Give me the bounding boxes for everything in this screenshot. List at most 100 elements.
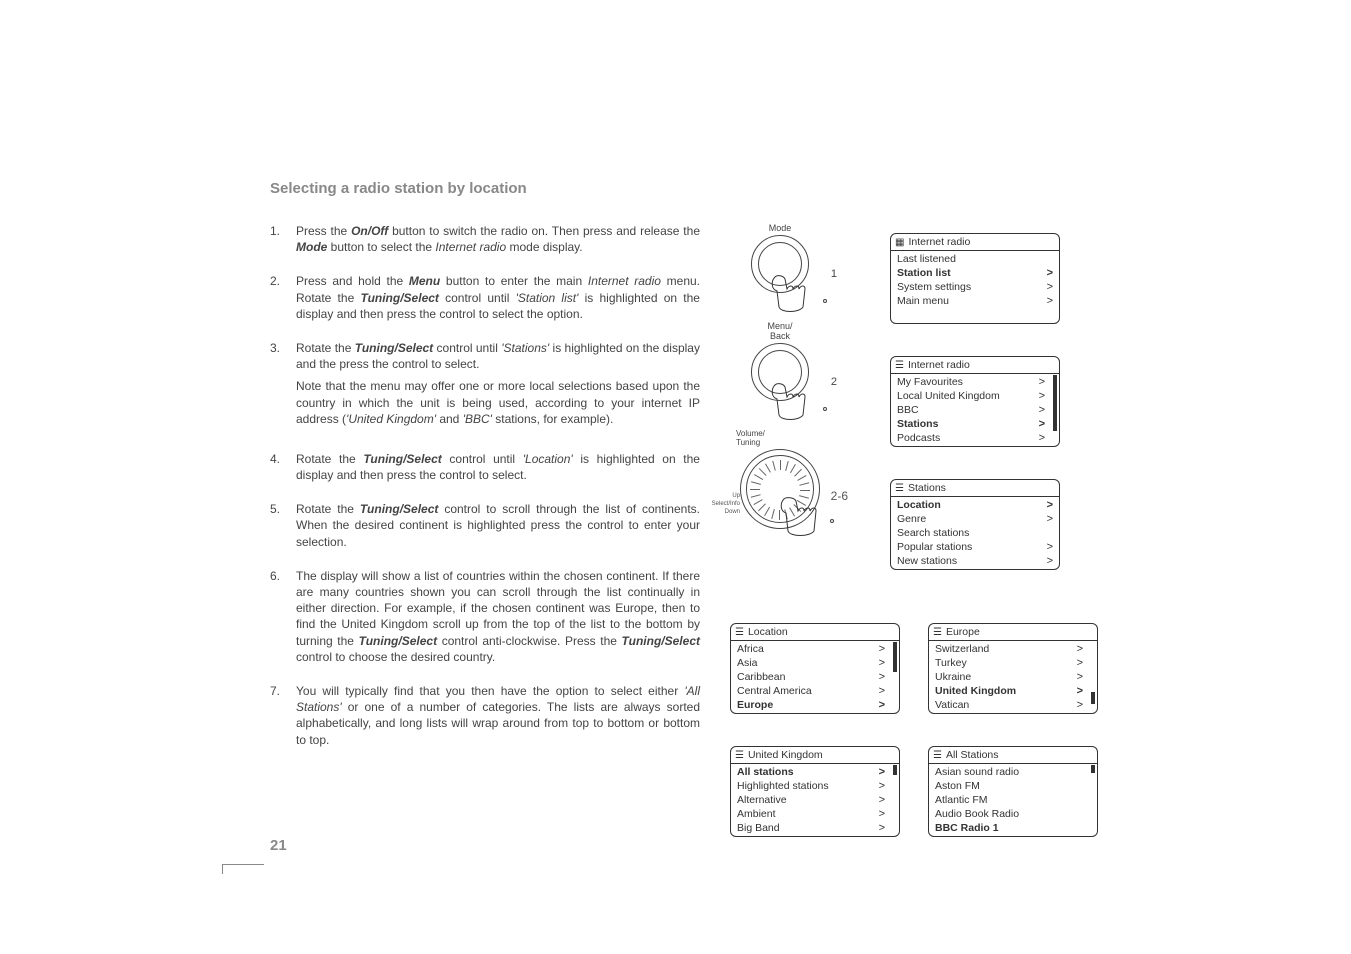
chevron-right-icon: >: [1047, 295, 1053, 307]
menu-row: Vatican>: [929, 698, 1089, 712]
menu-row-label: BBC: [897, 404, 919, 416]
menu-row: Stations >: [891, 417, 1051, 431]
step-text: Rotate the Tuning/Select control until '…: [296, 451, 700, 483]
instructions-column: 1.Press the On/Off button to switch the …: [270, 223, 700, 766]
scrollbar-thumb: [893, 642, 897, 672]
step-number: 1.: [270, 223, 296, 255]
menu-row-label: Europe: [737, 699, 773, 711]
menu-row-label: Caribbean: [737, 671, 785, 683]
step-number: 2.: [270, 273, 296, 322]
menu-row: Popular stations >: [891, 540, 1059, 554]
menu-row-label: Main menu: [897, 295, 949, 307]
chevron-right-icon: >: [1077, 643, 1083, 655]
menu-row-label: United Kingdom: [935, 685, 1016, 697]
menu-row-label: Central America: [737, 685, 812, 697]
chevron-right-icon: >: [879, 657, 885, 669]
hand-icon: [769, 275, 813, 315]
chevron-right-icon: >: [1047, 513, 1053, 525]
screen-title: Europe: [946, 626, 980, 638]
step-text: The display will show a list of countrie…: [296, 568, 700, 665]
menu-row-label: Last listened: [897, 253, 956, 265]
menu-row: Genre >: [891, 512, 1059, 526]
step-number: 6.: [270, 568, 296, 665]
menu-row-label: Stations: [897, 418, 938, 430]
radio-icon: ☰: [895, 483, 904, 494]
chevron-right-icon: >: [879, 671, 885, 683]
step-number: 4.: [270, 451, 296, 483]
hand-icon: [769, 383, 813, 423]
menu-row: Asia>: [731, 656, 891, 670]
menu-row-label: Aston FM: [935, 780, 980, 792]
menu-row: Local United Kingdom>: [891, 389, 1051, 403]
menu-row: Turkey>: [929, 656, 1089, 670]
instruction-step: 1.Press the On/Off button to switch the …: [270, 223, 700, 255]
menu-row-label: Location: [897, 499, 941, 511]
menu-row: Atlantic FM: [929, 793, 1089, 807]
menu-row-label: Vatican: [935, 699, 969, 711]
menu-row: Search stations: [891, 526, 1059, 540]
chevron-right-icon: >: [1047, 541, 1053, 553]
chevron-right-icon: >: [1077, 657, 1083, 669]
screen-header: ☰ Stations: [891, 480, 1059, 497]
menu-row: Ukraine>: [929, 670, 1089, 684]
menu-row: Africa>: [731, 642, 891, 656]
menu-row-label: Station list: [897, 267, 951, 279]
screen-title: United Kingdom: [748, 749, 823, 761]
radio-icon: ☰: [895, 360, 904, 371]
hand-icon: [776, 497, 824, 541]
menu-row-label: Popular stations: [897, 541, 972, 553]
chevron-right-icon: >: [1047, 499, 1053, 511]
chevron-right-icon: >: [879, 685, 885, 697]
menu-row-label: Alternative: [737, 794, 787, 806]
menu-row: Big Band>: [731, 821, 891, 835]
menu-row: Caribbean >: [731, 670, 891, 684]
radio-icon: ☰: [933, 627, 942, 638]
chevron-right-icon: >: [1047, 555, 1053, 567]
chevron-right-icon: >: [1039, 390, 1045, 402]
menu-knob-figure: Menu/ Back 2: [730, 321, 830, 421]
dial-callout: 2-6: [831, 489, 848, 503]
menu-row: United Kingdom>: [929, 684, 1089, 698]
menu-row: [891, 308, 1059, 322]
instruction-step: 5.Rotate the Tuning/Select control to sc…: [270, 501, 700, 550]
chevron-right-icon: >: [879, 808, 885, 820]
chevron-right-icon: >: [1039, 418, 1045, 430]
chevron-right-icon: >: [1039, 404, 1045, 416]
step-number: 7.: [270, 683, 296, 748]
menu-row: New stations>: [891, 554, 1059, 568]
menu-row-label: Podcasts: [897, 432, 940, 444]
screen-all-stations: ☰All Stations Asian sound radio Aston FMAt…: [928, 746, 1098, 837]
screen-body: Africa>Asia>Caribbean > Central America > Eu…: [731, 641, 899, 713]
menu-row: Central America >: [731, 684, 891, 698]
menu-row-label: Asian sound radio: [935, 766, 1019, 778]
scrollbar: [1091, 642, 1095, 709]
chevron-right-icon: >: [879, 780, 885, 792]
menu-row: Location >: [891, 498, 1059, 512]
screen-body: Switzerland>Turkey>Ukraine>United Kingdo…: [929, 641, 1097, 713]
menu-row: My Favourites>: [891, 375, 1051, 389]
screen-header: ☰Internet radio: [891, 357, 1059, 374]
chevron-right-icon: >: [879, 699, 885, 711]
menu-row: Switzerland>: [929, 642, 1089, 656]
screen-title: Stations: [908, 482, 946, 494]
screen-internet-radio-main: ▦Internet radioLast listenedStation list…: [890, 233, 1060, 324]
menu-knob-label: Menu/ Back: [730, 321, 830, 341]
screen-title: Location: [748, 626, 788, 638]
radio-icon: ☰: [735, 627, 744, 638]
scrollbar-thumb: [893, 765, 897, 775]
step-number: 5.: [270, 501, 296, 550]
crop-mark: [222, 864, 264, 874]
menu-row-label: BBC Radio 1: [935, 822, 999, 834]
instruction-step: 7.You will typically find that you then …: [270, 683, 700, 748]
step-text: Rotate the Tuning/Select control to scro…: [296, 501, 700, 550]
scrollbar: [893, 642, 897, 709]
screen-header: ☰All Stations: [929, 747, 1097, 764]
screen-internet-radio-sub: ☰Internet radioMy Favourites>Local Unite…: [890, 356, 1060, 447]
dial-side-labels: Up Select/Info Down: [700, 493, 740, 515]
menu-row-label: Genre: [897, 513, 926, 525]
dial-top-label: Volume/ Tuning: [736, 429, 830, 447]
menu-row-label: My Favourites: [897, 376, 963, 388]
screen-header: ☰United Kingdom: [731, 747, 899, 764]
screen-header: ☰ Europe: [929, 624, 1097, 641]
menu-row: BBC >: [891, 403, 1051, 417]
